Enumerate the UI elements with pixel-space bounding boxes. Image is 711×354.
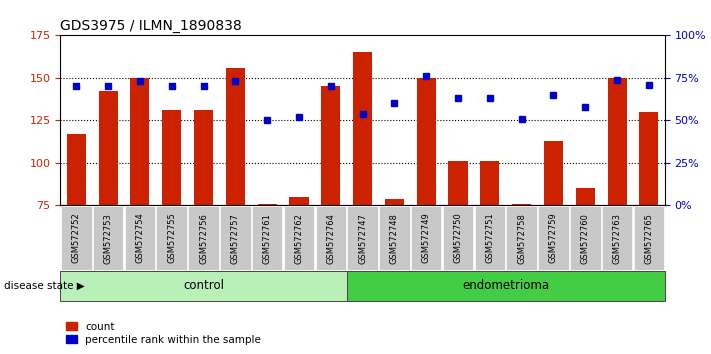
Text: GSM572763: GSM572763 (613, 212, 621, 264)
Text: GSM572760: GSM572760 (581, 213, 589, 263)
Text: GSM572753: GSM572753 (104, 213, 112, 263)
Text: GSM572752: GSM572752 (72, 213, 81, 263)
Text: GDS3975 / ILMN_1890838: GDS3975 / ILMN_1890838 (60, 19, 242, 33)
Bar (417, 78, 436, 205)
Text: GSM572747: GSM572747 (358, 213, 367, 263)
Bar (257, 204, 277, 205)
Text: GSM572756: GSM572756 (199, 213, 208, 263)
Text: GSM572757: GSM572757 (231, 213, 240, 263)
Bar (576, 188, 595, 205)
Text: GSM572758: GSM572758 (517, 213, 526, 263)
Bar (226, 68, 245, 205)
Text: GSM572761: GSM572761 (262, 213, 272, 263)
Legend: count, percentile rank within the sample: count, percentile rank within the sample (62, 317, 265, 349)
Text: endometrioma: endometrioma (462, 279, 550, 292)
Text: GSM572754: GSM572754 (136, 213, 144, 263)
Bar (289, 197, 309, 205)
Bar (449, 161, 468, 205)
Text: control: control (183, 279, 224, 292)
Text: GSM572759: GSM572759 (549, 213, 558, 263)
Bar (162, 110, 181, 205)
Text: GSM572750: GSM572750 (454, 213, 463, 263)
Text: GSM572764: GSM572764 (326, 213, 336, 263)
Text: GSM572748: GSM572748 (390, 213, 399, 263)
Bar (639, 112, 658, 205)
Bar (67, 134, 86, 205)
Text: disease state ▶: disease state ▶ (4, 281, 85, 291)
Text: GSM572765: GSM572765 (644, 213, 653, 263)
Text: GSM572762: GSM572762 (294, 213, 304, 263)
Bar (99, 91, 118, 205)
Text: GSM572751: GSM572751 (486, 213, 494, 263)
Bar (544, 141, 563, 205)
Text: GSM572755: GSM572755 (167, 213, 176, 263)
Bar (194, 110, 213, 205)
Bar (353, 52, 372, 205)
Bar (321, 86, 341, 205)
Text: GSM572749: GSM572749 (422, 213, 431, 263)
Bar (130, 78, 149, 205)
Bar (481, 161, 499, 205)
Bar (607, 78, 626, 205)
Bar (512, 204, 531, 205)
Bar (385, 199, 404, 205)
